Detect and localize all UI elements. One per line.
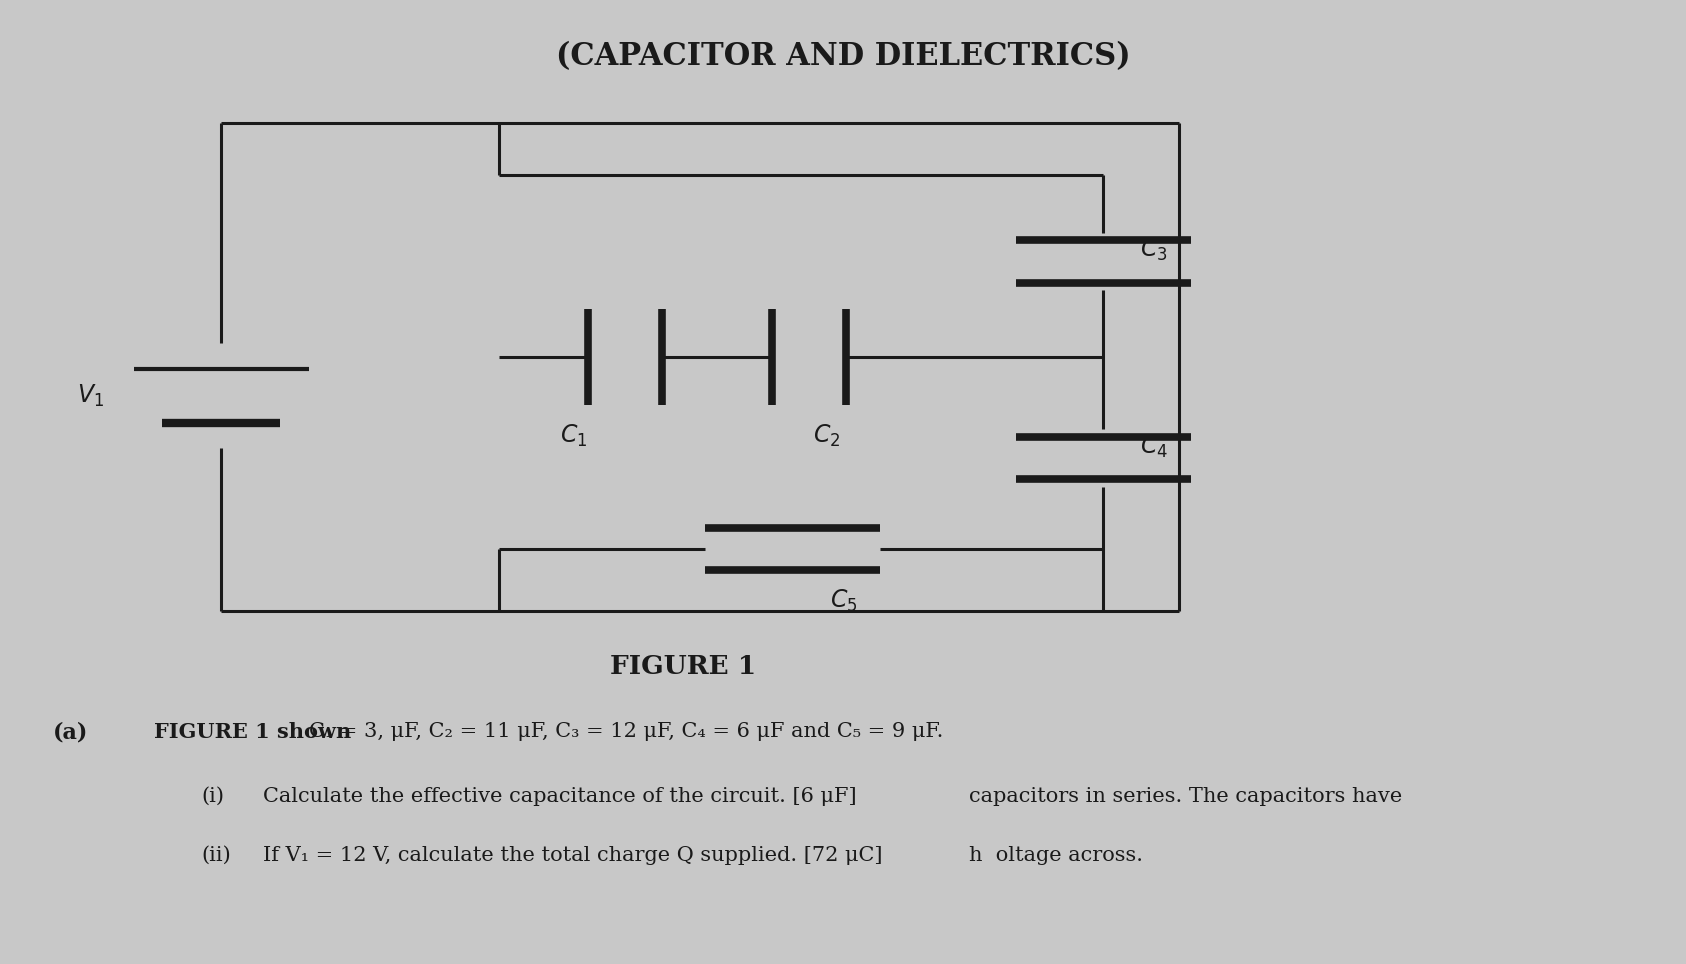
- Text: FIGURE 1 shown: FIGURE 1 shown: [153, 722, 359, 741]
- Text: Calculate the effective capacitance of the circuit. [6 μF]: Calculate the effective capacitance of t…: [263, 787, 856, 806]
- Text: (ii): (ii): [201, 846, 231, 866]
- Text: capacitors in series. The capacitors have: capacitors in series. The capacitors hav…: [969, 787, 1403, 806]
- Text: FIGURE 1: FIGURE 1: [610, 654, 757, 679]
- Text: (i): (i): [201, 787, 224, 806]
- Text: (a): (a): [54, 722, 89, 743]
- Text: $C_1$: $C_1$: [560, 422, 588, 449]
- Text: (CAPACITOR AND DIELECTRICS): (CAPACITOR AND DIELECTRICS): [556, 41, 1130, 72]
- Text: $C_3$: $C_3$: [1140, 237, 1168, 263]
- Text: $C_4$: $C_4$: [1140, 434, 1168, 460]
- Text: If V₁ = 12 V, calculate the total charge Q supplied. [72 μC]: If V₁ = 12 V, calculate the total charge…: [263, 846, 883, 866]
- Text: $V_1$: $V_1$: [76, 383, 103, 409]
- Text: C₁ = 3, μF, C₂ = 11 μF, C₃ = 12 μF, C₄ = 6 μF and C₅ = 9 μF.: C₁ = 3, μF, C₂ = 11 μF, C₃ = 12 μF, C₄ =…: [309, 722, 942, 740]
- Text: h  oltage across.: h oltage across.: [969, 846, 1143, 866]
- Text: $C_2$: $C_2$: [813, 422, 840, 449]
- Text: $C_5$: $C_5$: [830, 587, 856, 614]
